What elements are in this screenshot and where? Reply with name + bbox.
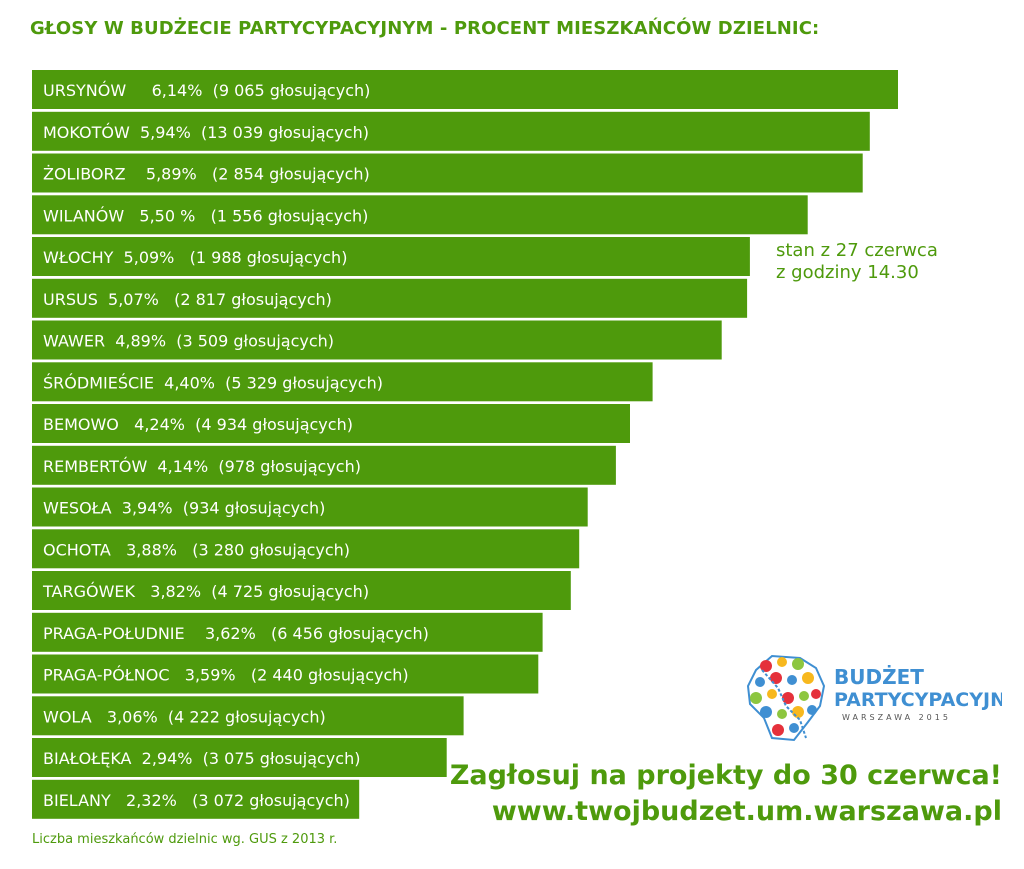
bar-9 bbox=[32, 404, 630, 443]
call-to-action: Zagłosuj na projekty do 30 czerwca! www.… bbox=[450, 758, 1002, 830]
logo-word-2: PARTYCYPACYJNY bbox=[834, 689, 1002, 711]
bar-11 bbox=[32, 487, 588, 527]
bar-17 bbox=[32, 738, 447, 777]
bar-label-17: BIAŁOŁĘKA 2,94% (3 075 głosujących) bbox=[43, 749, 360, 768]
bar-label-6: URSUS 5,07% (2 817 głosujących) bbox=[43, 290, 332, 309]
bar-3 bbox=[32, 153, 863, 193]
gears-map-icon bbox=[746, 654, 826, 742]
bar-label-8: ŚRÓDMIEŚCIE 4,40% (5 329 głosujących) bbox=[43, 373, 383, 392]
bar-label-4: WILANÓW 5,50 % (1 556 głosujących) bbox=[43, 206, 368, 225]
bar-label-14: PRAGA-POŁUDNIE 3,62% (6 456 głosujących) bbox=[43, 624, 429, 643]
bar-2 bbox=[32, 111, 870, 151]
bar-15 bbox=[32, 654, 539, 694]
bar-label-15: PRAGA-PÓŁNOC 3,59% (2 440 głosujących) bbox=[43, 666, 409, 685]
bar-label-10: REMBERTÓW 4,14% (978 głosujących) bbox=[43, 457, 361, 476]
bar-4 bbox=[32, 195, 808, 235]
bar-label-9: BEMOWO 4,24% (4 934 głosujących) bbox=[43, 415, 353, 434]
bar-7 bbox=[32, 320, 722, 360]
bar-label-1: URSYNÓW 6,14% (9 065 głosujących) bbox=[43, 81, 370, 100]
bar-label-7: WAWER 4,89% (3 509 głosujących) bbox=[43, 332, 334, 351]
bar-14 bbox=[32, 612, 543, 652]
bar-13 bbox=[32, 571, 571, 610]
cta-headline: Zagłosuj na projekty do 30 czerwca! bbox=[449, 760, 1002, 791]
bar-label-5: WŁOCHY 5,09% (1 988 głosujących) bbox=[43, 248, 347, 267]
logo-word-3: WARSZAWA 2015 bbox=[842, 713, 951, 722]
bar-12 bbox=[32, 529, 580, 569]
status-note-line-1: stan z 27 czerwca bbox=[776, 240, 938, 261]
bar-5 bbox=[32, 237, 750, 276]
bar-18 bbox=[32, 779, 360, 819]
bar-label-2: MOKOTÓW 5,94% (13 039 głosujących) bbox=[43, 123, 369, 142]
logo-word-1: BUDŻET bbox=[834, 665, 924, 689]
bar-16 bbox=[32, 696, 464, 736]
cta-website-link[interactable]: www.twojbudzet.um.warszawa.pl bbox=[491, 796, 1002, 827]
bar-6 bbox=[32, 278, 748, 318]
source-note: Liczba mieszkańców dzielnic wg. GUS z 20… bbox=[32, 832, 338, 847]
bar-1 bbox=[32, 70, 898, 109]
budget-logo: BUDŻET PARTYCYPACYJNY WARSZAWA 2015 bbox=[746, 654, 1002, 742]
bar-10 bbox=[32, 445, 616, 485]
bar-label-11: WESOŁA 3,94% (934 głosujących) bbox=[43, 499, 325, 518]
bar-label-16: WOLA 3,06% (4 222 głosujących) bbox=[43, 707, 326, 726]
bar-label-3: ŻOLIBORZ 5,89% (2 854 głosujących) bbox=[43, 165, 370, 184]
bar-label-12: OCHOTA 3,88% (3 280 głosujących) bbox=[43, 540, 350, 559]
bar-label-18: BIELANY 2,32% (3 072 głosujących) bbox=[43, 791, 350, 810]
bar-8 bbox=[32, 362, 653, 402]
bar-label-13: TARGÓWEK 3,82% (4 725 głosujących) bbox=[42, 582, 369, 601]
status-note: stan z 27 czerwca z godziny 14.30 bbox=[776, 240, 938, 284]
status-note-line-2: z godziny 14.30 bbox=[776, 262, 919, 283]
chart-title: GŁOSY W BUDŻECIE PARTYCYPACYJNYM - PROCE… bbox=[30, 18, 820, 39]
